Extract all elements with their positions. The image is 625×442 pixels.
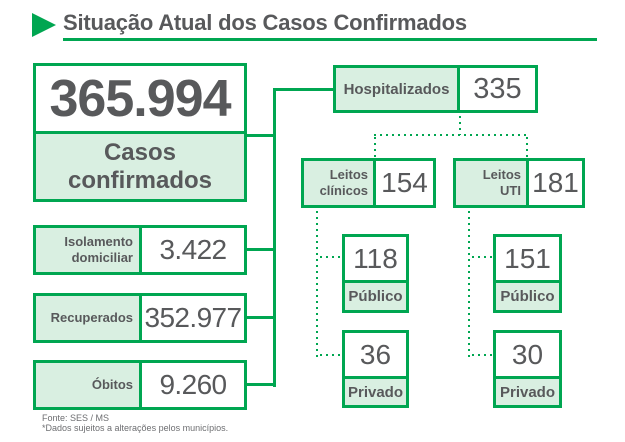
dotted-uti-trunk-line [468,211,470,357]
connector-hospitalizados-line [276,88,333,91]
leitos-uti-box: Leitos UTI 181 [453,158,585,208]
recuperados-value: 352.977 [144,302,242,333]
isolamento-label: Isolamento domiciliar [36,228,142,272]
leitos-clinicos-box: Leitos clínicos 154 [301,158,436,208]
dotted-clinicos-privado-line [320,354,342,356]
clinicos-publico-label: Público [345,283,406,310]
recuperados-label: Recuperados [36,296,142,340]
footer: Fonte: SES / MS *Dados sujeitos a altera… [42,413,229,433]
hospitalizados-box: Hospitalizados 335 [333,65,538,113]
connector-recuperados-line [247,316,273,319]
clinicos-privado-label: Privado [345,379,406,405]
title-underline [63,38,597,41]
leitos-uti-value: 181 [532,167,579,198]
obitos-value: 9.260 [159,369,227,400]
clinicos-privado-box: 36 Privado [342,330,409,408]
dotted-branch-line [374,134,528,136]
uti-privado-label: Privado [496,379,559,405]
dotted-clinicos-publico-line [320,256,342,258]
dotted-clinicos-trunk-line [316,211,318,357]
dotted-branch-right-line [526,137,528,158]
connector-isolamento-line [247,248,273,251]
leitos-clinicos-label: Leitos clínicos [304,161,376,205]
confirmed-cases-box: 365.994 Casos confirmados [33,63,247,202]
clinicos-publico-value: 118 [345,237,406,283]
dotted-uti-privado-line [472,354,493,356]
footer-note: *Dados sujeitos a alterações pelos munic… [42,422,229,433]
title-arrow-icon [32,13,56,37]
connector-obitos-line [247,383,273,386]
dotted-branch-left-line [374,137,376,158]
uti-privado-box: 30 Privado [493,330,562,408]
uti-publico-value: 151 [496,237,559,283]
confirmed-cases-label: Casos confirmados [36,134,244,199]
connector-confirmed-line [247,134,273,137]
obitos-box: Óbitos 9.260 [33,360,247,410]
dotted-hospitalizados-down-line [459,116,461,135]
uti-privado-value: 30 [496,333,559,379]
leitos-uti-label: Leitos UTI [456,161,529,205]
clinicos-publico-box: 118 Público [342,234,409,313]
obitos-label: Óbitos [36,363,142,407]
recuperados-box: Recuperados 352.977 [33,293,247,343]
leitos-clinicos-value: 154 [381,167,428,198]
isolamento-box: Isolamento domiciliar 3.422 [33,225,247,275]
hospitalizados-label: Hospitalizados [336,68,460,110]
uti-publico-box: 151 Público [493,234,562,313]
uti-publico-label: Público [496,283,559,310]
clinicos-privado-value: 36 [345,333,406,379]
page-title: Situação Atual dos Casos Confirmados [63,10,467,35]
isolamento-value: 3.422 [159,234,227,265]
hospitalizados-value: 335 [473,72,522,105]
dotted-uti-publico-line [472,256,493,258]
footer-source: Fonte: SES / MS [42,413,110,423]
connector-trunk-line [273,88,276,387]
confirmed-cases-value: 365.994 [36,66,244,134]
